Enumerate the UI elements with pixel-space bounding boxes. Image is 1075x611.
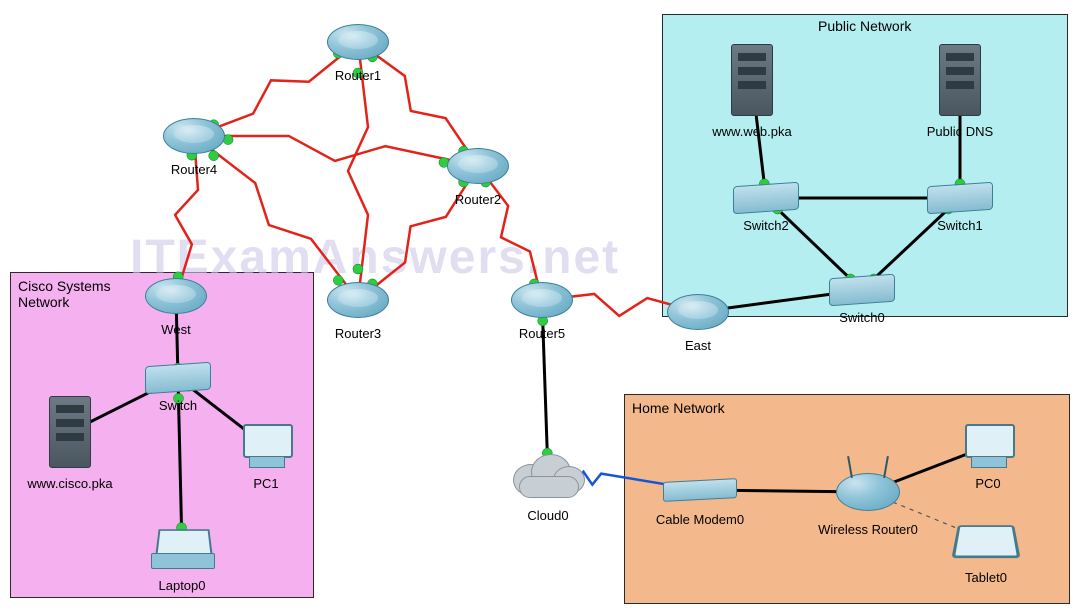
link-status-dot xyxy=(353,264,363,274)
cable-modem0-icon[interactable] xyxy=(663,480,737,500)
router5-label: Router5 xyxy=(519,326,565,341)
switch-icon[interactable] xyxy=(145,364,211,392)
laptop0-icon[interactable] xyxy=(151,527,213,569)
router2-icon[interactable] xyxy=(447,148,509,184)
pc0-icon[interactable] xyxy=(963,424,1013,468)
server-dns-label: Public DNS xyxy=(927,124,993,139)
router2-label: Router2 xyxy=(455,192,501,207)
zone-public-label: Public Network xyxy=(818,18,911,34)
server-dns-icon[interactable] xyxy=(939,44,981,116)
pc1-label: PC1 xyxy=(253,476,278,491)
router3-label: Router3 xyxy=(335,326,381,341)
switch0-label: Switch0 xyxy=(839,310,885,325)
link-router2-router3 xyxy=(358,166,478,300)
router-west-icon[interactable] xyxy=(145,278,207,314)
laptop0-label: Laptop0 xyxy=(159,578,206,593)
router4-icon[interactable] xyxy=(163,118,225,154)
pc0-label: PC0 xyxy=(975,476,1000,491)
router5-icon[interactable] xyxy=(511,282,573,318)
switch1-icon[interactable] xyxy=(927,184,993,212)
router-west-label: West xyxy=(161,322,190,337)
link-router2-router5 xyxy=(478,166,542,300)
cloud0-label: Cloud0 xyxy=(527,508,568,523)
switch2-icon[interactable] xyxy=(733,184,799,212)
cable-modem0-label: Cable Modem0 xyxy=(656,512,744,527)
server-cisco-icon[interactable] xyxy=(49,396,91,468)
router1-icon[interactable] xyxy=(327,24,389,60)
router1-label: Router1 xyxy=(335,68,381,83)
tablet0-label: Tablet0 xyxy=(965,570,1007,585)
router4-label: Router4 xyxy=(171,162,217,177)
switch0-icon[interactable] xyxy=(829,276,895,304)
tablet0-icon[interactable] xyxy=(955,517,1017,563)
wireless-router0-label: Wireless Router0 xyxy=(818,522,918,537)
server-web-label: www.web.pka xyxy=(712,124,791,139)
cloud0-icon[interactable] xyxy=(513,452,583,496)
switch-label: Switch xyxy=(159,398,197,413)
switch1-label: Switch1 xyxy=(937,218,983,233)
router-east-label: East xyxy=(685,338,711,353)
link-router4-router2 xyxy=(194,136,478,166)
diagram-canvas: { "watermark": {"text": "ITExamAnswers.n… xyxy=(0,0,1075,611)
pc1-icon[interactable] xyxy=(241,424,291,468)
server-cisco-label: www.cisco.pka xyxy=(27,476,112,491)
zone-public-network xyxy=(662,14,1068,317)
zone-home-label: Home Network xyxy=(632,400,725,416)
server-web-icon[interactable] xyxy=(731,44,773,116)
router-east-icon[interactable] xyxy=(667,294,729,330)
router3-icon[interactable] xyxy=(327,282,389,318)
wireless-router0-icon[interactable] xyxy=(836,473,900,511)
zone-cisco-label: Cisco Systems Network xyxy=(18,278,111,310)
switch2-label: Switch2 xyxy=(743,218,789,233)
